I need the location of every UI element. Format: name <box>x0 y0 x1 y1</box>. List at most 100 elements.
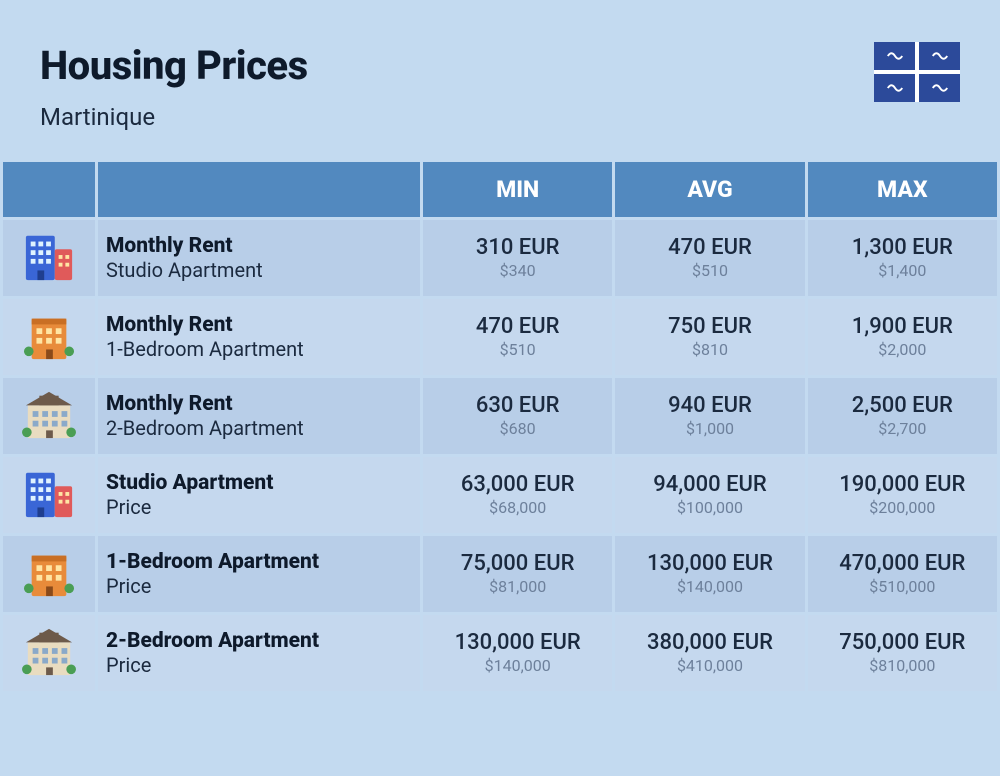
building-icon <box>20 662 78 681</box>
row-title: 2-Bedroom Apartment <box>106 629 412 653</box>
value-usd: $680 <box>431 420 604 438</box>
value-usd: $340 <box>431 262 604 280</box>
value-eur: 130,000 EUR <box>431 631 604 655</box>
cell-min: 470 EUR $510 <box>423 299 612 375</box>
value-usd: $1,000 <box>623 420 796 438</box>
row-label-cell: Studio ApartmentPrice <box>98 457 420 533</box>
value-eur: 1,300 EUR <box>816 236 989 260</box>
col-header-blank-label <box>98 162 420 217</box>
row-subtitle: Price <box>106 575 412 598</box>
cell-avg: 470 EUR $510 <box>615 220 804 296</box>
value-eur: 750,000 EUR <box>816 631 989 655</box>
value-usd: $200,000 <box>816 499 989 517</box>
cell-avg: 750 EUR $810 <box>615 299 804 375</box>
value-eur: 380,000 EUR <box>623 631 796 655</box>
table-row: Monthly RentStudio Apartment 310 EUR $340 4… <box>3 220 997 296</box>
row-icon-cell <box>3 299 95 375</box>
cell-max: 470,000 EUR $510,000 <box>808 536 997 612</box>
value-usd: $140,000 <box>431 657 604 675</box>
value-eur: 470,000 EUR <box>816 552 989 576</box>
value-eur: 630 EUR <box>431 394 604 418</box>
cell-avg: 130,000 EUR $140,000 <box>615 536 804 612</box>
cell-min: 310 EUR $340 <box>423 220 612 296</box>
cell-min: 130,000 EUR $140,000 <box>423 615 612 691</box>
cell-min: 630 EUR $680 <box>423 378 612 454</box>
cell-max: 1,900 EUR $2,000 <box>808 299 997 375</box>
cell-max: 1,300 EUR $1,400 <box>808 220 997 296</box>
page-title: Housing Prices <box>40 42 308 89</box>
value-eur: 75,000 EUR <box>431 552 604 576</box>
row-label-cell: Monthly RentStudio Apartment <box>98 220 420 296</box>
value-eur: 310 EUR <box>431 236 604 260</box>
building-icon <box>20 583 78 602</box>
value-usd: $2,000 <box>816 341 989 359</box>
row-title: 1-Bedroom Apartment <box>106 550 412 574</box>
building-icon <box>20 425 78 444</box>
row-title: Monthly Rent <box>106 313 412 337</box>
table-row: 2-Bedroom ApartmentPrice 130,000 EUR $140,… <box>3 615 997 691</box>
cell-avg: 380,000 EUR $410,000 <box>615 615 804 691</box>
value-eur: 470 EUR <box>623 236 796 260</box>
value-eur: 2,500 EUR <box>816 394 989 418</box>
value-eur: 470 EUR <box>431 315 604 339</box>
building-icon <box>20 504 78 523</box>
row-label-cell: 2-Bedroom ApartmentPrice <box>98 615 420 691</box>
value-usd: $140,000 <box>623 578 796 596</box>
value-usd: $410,000 <box>623 657 796 675</box>
value-usd: $810 <box>623 341 796 359</box>
row-subtitle: 1-Bedroom Apartment <box>106 338 412 361</box>
header: Housing Prices Martinique <box>0 0 1000 159</box>
table-row: Studio ApartmentPrice 63,000 EUR $68,000 94… <box>3 457 997 533</box>
row-label-cell: Monthly Rent1-Bedroom Apartment <box>98 299 420 375</box>
value-eur: 94,000 EUR <box>623 473 796 497</box>
table-row: Monthly Rent1-Bedroom Apartment 470 EUR $5… <box>3 299 997 375</box>
value-eur: 750 EUR <box>623 315 796 339</box>
row-subtitle: Studio Apartment <box>106 259 412 282</box>
cell-max: 750,000 EUR $810,000 <box>808 615 997 691</box>
building-icon <box>20 267 78 286</box>
col-header-blank-icon <box>3 162 95 217</box>
row-icon-cell <box>3 536 95 612</box>
row-subtitle: Price <box>106 496 412 519</box>
row-subtitle: 2-Bedroom Apartment <box>106 417 412 440</box>
title-block: Housing Prices Martinique <box>40 42 308 131</box>
value-usd: $510,000 <box>816 578 989 596</box>
value-eur: 190,000 EUR <box>816 473 989 497</box>
row-title: Monthly Rent <box>106 392 412 416</box>
row-label-cell: 1-Bedroom ApartmentPrice <box>98 536 420 612</box>
value-usd: $100,000 <box>623 499 796 517</box>
page-subtitle: Martinique <box>40 103 308 131</box>
pricing-table: MIN AVG MAX Monthly RentStudio Apartment… <box>0 159 1000 694</box>
col-header-max: MAX <box>808 162 997 217</box>
row-subtitle: Price <box>106 654 412 677</box>
value-usd: $81,000 <box>431 578 604 596</box>
value-usd: $2,700 <box>816 420 989 438</box>
table-row: Monthly Rent2-Bedroom Apartment 630 EUR $6… <box>3 378 997 454</box>
value-usd: $510 <box>623 262 796 280</box>
table-row: 1-Bedroom ApartmentPrice 75,000 EUR $81,00… <box>3 536 997 612</box>
row-label-cell: Monthly Rent2-Bedroom Apartment <box>98 378 420 454</box>
col-header-avg: AVG <box>615 162 804 217</box>
cell-max: 2,500 EUR $2,700 <box>808 378 997 454</box>
row-icon-cell <box>3 378 95 454</box>
cell-max: 190,000 EUR $200,000 <box>808 457 997 533</box>
col-header-min: MIN <box>423 162 612 217</box>
cell-min: 63,000 EUR $68,000 <box>423 457 612 533</box>
cell-avg: 940 EUR $1,000 <box>615 378 804 454</box>
row-icon-cell <box>3 220 95 296</box>
value-eur: 1,900 EUR <box>816 315 989 339</box>
value-usd: $810,000 <box>816 657 989 675</box>
value-eur: 130,000 EUR <box>623 552 796 576</box>
row-title: Monthly Rent <box>106 234 412 258</box>
value-usd: $510 <box>431 341 604 359</box>
table-header-row: MIN AVG MAX <box>3 162 997 217</box>
cell-avg: 94,000 EUR $100,000 <box>615 457 804 533</box>
value-eur: 940 EUR <box>623 394 796 418</box>
value-usd: $1,400 <box>816 262 989 280</box>
value-usd: $68,000 <box>431 499 604 517</box>
martinique-flag-icon <box>874 42 960 102</box>
row-icon-cell <box>3 615 95 691</box>
cell-min: 75,000 EUR $81,000 <box>423 536 612 612</box>
value-eur: 63,000 EUR <box>431 473 604 497</box>
row-title: Studio Apartment <box>106 471 412 495</box>
